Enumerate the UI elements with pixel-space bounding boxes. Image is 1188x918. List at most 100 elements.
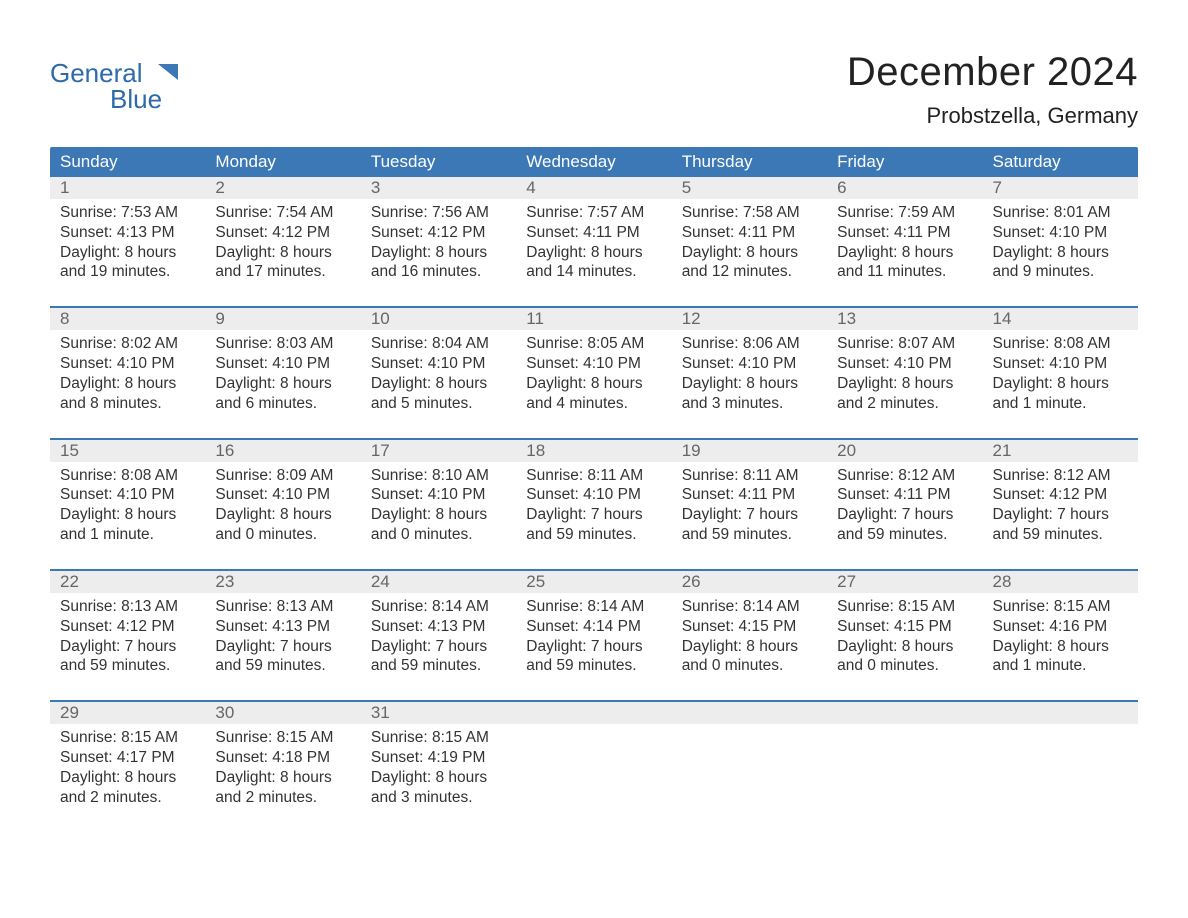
date-number: 5 — [672, 177, 827, 199]
date-number: 24 — [361, 571, 516, 593]
daylight-text-2: and 59 minutes. — [526, 656, 661, 676]
day-cell: Sunrise: 8:15 AMSunset: 4:19 PMDaylight:… — [361, 724, 516, 817]
sunrise-text: Sunrise: 8:14 AM — [526, 597, 661, 617]
sunset-text: Sunset: 4:10 PM — [993, 223, 1128, 243]
day-cell: Sunrise: 8:13 AMSunset: 4:12 PMDaylight:… — [50, 593, 205, 686]
daylight-text-1: Daylight: 8 hours — [993, 243, 1128, 263]
daylight-text-1: Daylight: 8 hours — [837, 243, 972, 263]
sunset-text: Sunset: 4:11 PM — [682, 485, 817, 505]
daylight-text-2: and 0 minutes. — [371, 525, 506, 545]
daylight-text-2: and 0 minutes. — [682, 656, 817, 676]
day-cell — [672, 724, 827, 817]
sunrise-text: Sunrise: 8:11 AM — [682, 466, 817, 486]
daylight-text-2: and 1 minute. — [60, 525, 195, 545]
day-cell: Sunrise: 8:11 AMSunset: 4:11 PMDaylight:… — [672, 462, 827, 555]
sunrise-text: Sunrise: 8:12 AM — [837, 466, 972, 486]
daylight-text-1: Daylight: 8 hours — [837, 374, 972, 394]
day-cell: Sunrise: 7:59 AMSunset: 4:11 PMDaylight:… — [827, 199, 982, 292]
daylight-text-1: Daylight: 8 hours — [215, 505, 350, 525]
sunrise-text: Sunrise: 8:14 AM — [371, 597, 506, 617]
date-number-row: 22232425262728 — [50, 571, 1138, 593]
day-cell: Sunrise: 8:14 AMSunset: 4:15 PMDaylight:… — [672, 593, 827, 686]
daylight-text-1: Daylight: 8 hours — [526, 374, 661, 394]
weekday-header: Thursday — [672, 147, 827, 177]
daylight-text-1: Daylight: 8 hours — [682, 374, 817, 394]
daylight-text-1: Daylight: 8 hours — [215, 768, 350, 788]
daylight-text-1: Daylight: 8 hours — [60, 374, 195, 394]
date-number: 31 — [361, 702, 516, 724]
daylight-text-2: and 16 minutes. — [371, 262, 506, 282]
sunset-text: Sunset: 4:10 PM — [371, 354, 506, 374]
daylight-text-1: Daylight: 8 hours — [526, 243, 661, 263]
day-cell — [827, 724, 982, 817]
weeks-container: 1234567Sunrise: 7:53 AMSunset: 4:13 PMDa… — [50, 177, 1138, 818]
sunset-text: Sunset: 4:11 PM — [837, 223, 972, 243]
day-content-row: Sunrise: 8:08 AMSunset: 4:10 PMDaylight:… — [50, 462, 1138, 555]
calendar-week: 15161718192021Sunrise: 8:08 AMSunset: 4:… — [50, 438, 1138, 555]
day-cell: Sunrise: 8:15 AMSunset: 4:18 PMDaylight:… — [205, 724, 360, 817]
daylight-text-1: Daylight: 7 hours — [526, 637, 661, 657]
daylight-text-1: Daylight: 8 hours — [60, 768, 195, 788]
day-cell: Sunrise: 7:53 AMSunset: 4:13 PMDaylight:… — [50, 199, 205, 292]
sunrise-text: Sunrise: 8:08 AM — [60, 466, 195, 486]
sunset-text: Sunset: 4:10 PM — [526, 485, 661, 505]
sunset-text: Sunset: 4:12 PM — [371, 223, 506, 243]
sunrise-text: Sunrise: 8:08 AM — [993, 334, 1128, 354]
day-content-row: Sunrise: 8:02 AMSunset: 4:10 PMDaylight:… — [50, 330, 1138, 423]
sunrise-text: Sunrise: 8:15 AM — [837, 597, 972, 617]
sunset-text: Sunset: 4:11 PM — [682, 223, 817, 243]
calendar: Sunday Monday Tuesday Wednesday Thursday… — [50, 147, 1138, 818]
daylight-text-1: Daylight: 8 hours — [682, 243, 817, 263]
month-title: December 2024 — [847, 50, 1138, 95]
date-number: 18 — [516, 440, 671, 462]
calendar-week: 22232425262728Sunrise: 8:13 AMSunset: 4:… — [50, 569, 1138, 686]
date-number-row: 293031 — [50, 702, 1138, 724]
daylight-text-2: and 0 minutes. — [215, 525, 350, 545]
date-number — [827, 702, 982, 724]
sunrise-text: Sunrise: 8:07 AM — [837, 334, 972, 354]
date-number: 20 — [827, 440, 982, 462]
sunrise-text: Sunrise: 7:56 AM — [371, 203, 506, 223]
sunset-text: Sunset: 4:11 PM — [837, 485, 972, 505]
header: General Blue December 2024 Probstzella, … — [50, 50, 1138, 129]
day-cell: Sunrise: 8:10 AMSunset: 4:10 PMDaylight:… — [361, 462, 516, 555]
date-number-row: 15161718192021 — [50, 440, 1138, 462]
sunrise-text: Sunrise: 7:57 AM — [526, 203, 661, 223]
weekday-header: Wednesday — [516, 147, 671, 177]
sunset-text: Sunset: 4:12 PM — [215, 223, 350, 243]
date-number: 30 — [205, 702, 360, 724]
day-content-row: Sunrise: 7:53 AMSunset: 4:13 PMDaylight:… — [50, 199, 1138, 292]
daylight-text-2: and 6 minutes. — [215, 394, 350, 414]
sunset-text: Sunset: 4:18 PM — [215, 748, 350, 768]
day-cell: Sunrise: 8:14 AMSunset: 4:14 PMDaylight:… — [516, 593, 671, 686]
date-number: 9 — [205, 308, 360, 330]
date-number — [983, 702, 1138, 724]
date-number: 4 — [516, 177, 671, 199]
sunset-text: Sunset: 4:10 PM — [682, 354, 817, 374]
date-number: 26 — [672, 571, 827, 593]
date-number: 16 — [205, 440, 360, 462]
daylight-text-1: Daylight: 8 hours — [60, 505, 195, 525]
logo-text-blue: Blue — [110, 84, 162, 114]
daylight-text-2: and 59 minutes. — [526, 525, 661, 545]
weekday-header: Monday — [205, 147, 360, 177]
date-number: 2 — [205, 177, 360, 199]
daylight-text-2: and 3 minutes. — [682, 394, 817, 414]
generalblue-logo-icon: General Blue — [50, 58, 210, 122]
date-number: 27 — [827, 571, 982, 593]
day-cell: Sunrise: 8:15 AMSunset: 4:15 PMDaylight:… — [827, 593, 982, 686]
sunrise-text: Sunrise: 8:09 AM — [215, 466, 350, 486]
daylight-text-2: and 5 minutes. — [371, 394, 506, 414]
sunset-text: Sunset: 4:10 PM — [60, 485, 195, 505]
daylight-text-1: Daylight: 8 hours — [60, 243, 195, 263]
sunrise-text: Sunrise: 8:15 AM — [371, 728, 506, 748]
location-label: Probstzella, Germany — [847, 103, 1138, 129]
daylight-text-2: and 59 minutes. — [371, 656, 506, 676]
daylight-text-2: and 59 minutes. — [60, 656, 195, 676]
day-cell: Sunrise: 7:58 AMSunset: 4:11 PMDaylight:… — [672, 199, 827, 292]
calendar-page: General Blue December 2024 Probstzella, … — [0, 0, 1188, 858]
daylight-text-1: Daylight: 8 hours — [371, 243, 506, 263]
day-cell: Sunrise: 8:03 AMSunset: 4:10 PMDaylight:… — [205, 330, 360, 423]
sunset-text: Sunset: 4:15 PM — [837, 617, 972, 637]
day-cell: Sunrise: 7:56 AMSunset: 4:12 PMDaylight:… — [361, 199, 516, 292]
